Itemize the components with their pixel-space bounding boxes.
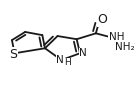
Text: N: N — [56, 55, 64, 65]
Text: H: H — [64, 58, 71, 67]
Text: NH: NH — [109, 32, 124, 42]
Text: O: O — [98, 13, 107, 26]
Text: N: N — [79, 48, 87, 58]
Text: NH₂: NH₂ — [115, 42, 135, 52]
Text: S: S — [9, 48, 17, 61]
